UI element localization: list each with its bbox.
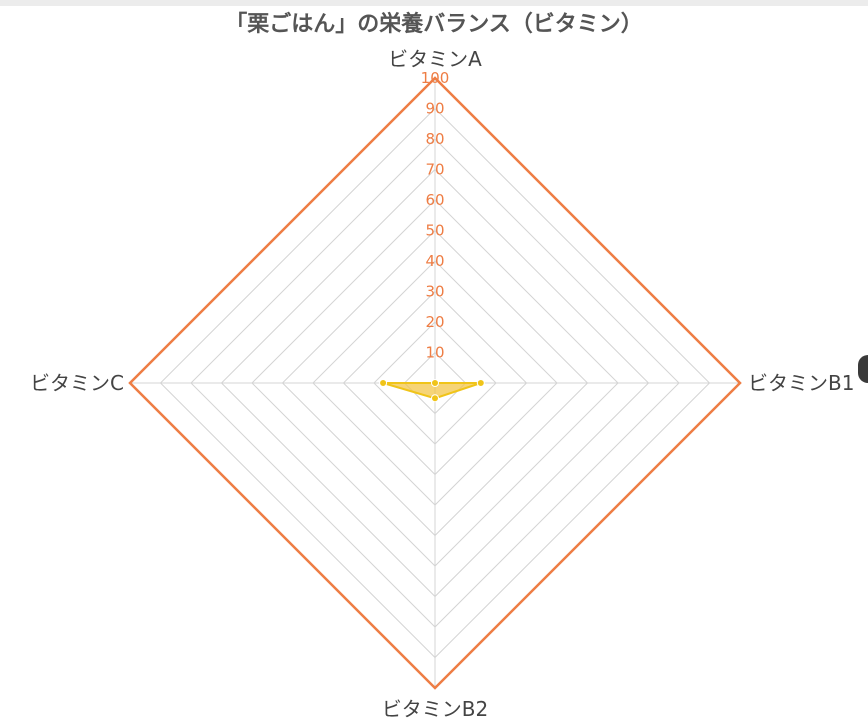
- grid-ring: [220, 168, 650, 598]
- axis-label: ビタミンC: [30, 371, 124, 395]
- grid-ring: [159, 107, 711, 659]
- edge-handle: [858, 355, 868, 383]
- series-point: [431, 394, 439, 403]
- grid-ring: [251, 199, 619, 567]
- tick-label: 90: [425, 100, 444, 118]
- grid-ring: [190, 138, 680, 628]
- grid-ring: [342, 290, 528, 476]
- grid-ring: [373, 321, 497, 445]
- tick-label: 10: [425, 344, 444, 362]
- tick-label: 80: [425, 130, 444, 148]
- axis-label-layer: ビタミンA ビタミンB1 ビタミンB2 ビタミンC: [30, 47, 854, 721]
- series-point: [476, 379, 485, 387]
- tick-label: 70: [425, 161, 444, 179]
- grid-ring: [403, 351, 467, 415]
- window-top-bar: [0, 0, 868, 6]
- axis-label: ビタミンB1: [748, 371, 854, 395]
- grid-ring: [312, 260, 558, 506]
- series-point: [379, 379, 388, 387]
- tick-label: 60: [425, 191, 444, 209]
- grid-ring: [281, 229, 589, 537]
- series-layer: [379, 379, 485, 403]
- tick-label: 50: [425, 222, 444, 240]
- tick-label: 100: [421, 69, 450, 87]
- chart-title: 「栗ごはん」の栄養バランス（ビタミン）: [225, 12, 643, 37]
- axis-label: ビタミンA: [388, 47, 482, 71]
- grid-layer: [128, 76, 742, 690]
- tick-label: 30: [425, 283, 444, 301]
- tick-label-layer: 10 20 30 40 50 60 70 80 90 100: [421, 69, 450, 362]
- series-point: [431, 379, 439, 387]
- tick-label: 40: [425, 252, 444, 270]
- outer-ring: [128, 76, 742, 690]
- tick-label: 20: [425, 313, 444, 331]
- axis-label: ビタミンB2: [382, 697, 488, 721]
